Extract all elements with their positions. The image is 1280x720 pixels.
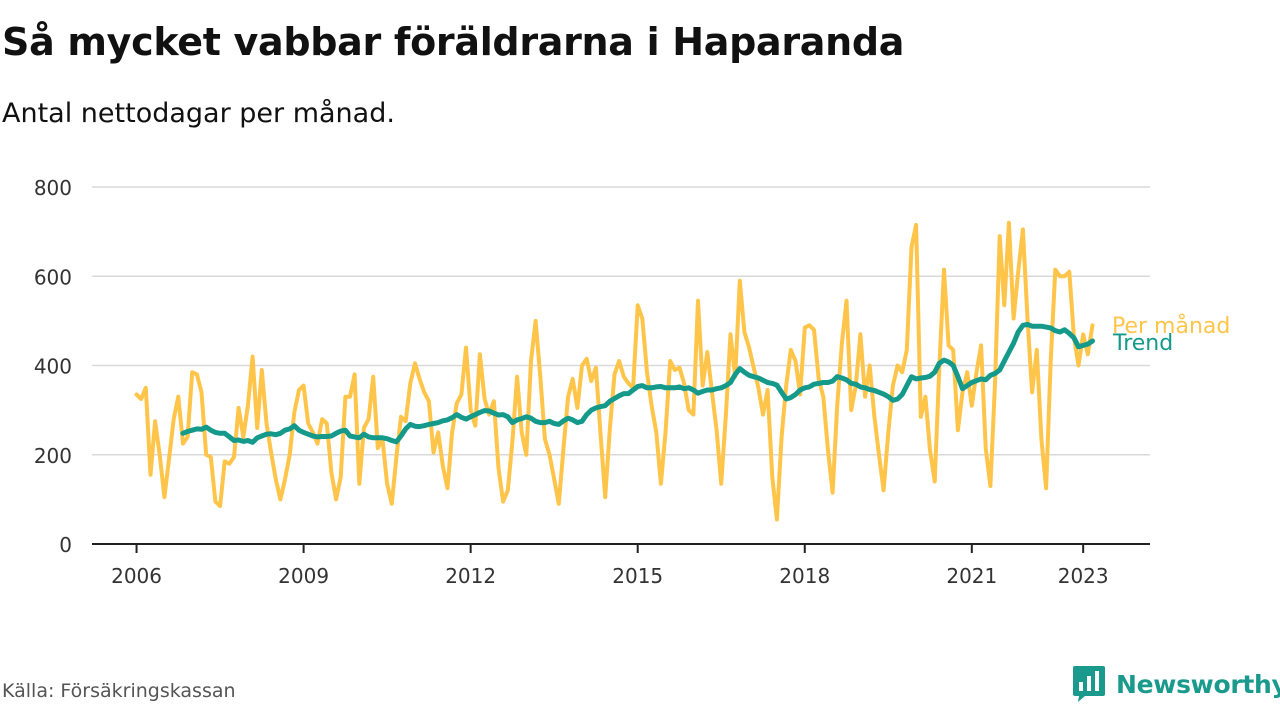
x-tick-label: 2021 bbox=[946, 564, 997, 588]
y-tick-label: 400 bbox=[34, 355, 72, 379]
y-tick-label: 0 bbox=[59, 533, 72, 557]
monthly-series-line bbox=[134, 220, 1095, 522]
x-axis: 2006 2009 2012 2015 2018 2021 2023 bbox=[92, 543, 1150, 588]
x-tick-label: 2023 bbox=[1058, 564, 1109, 588]
y-tick-label: 800 bbox=[34, 176, 72, 200]
y-tick-label: 200 bbox=[34, 444, 72, 468]
source-note: Källa: Försäkringskassan bbox=[2, 680, 236, 702]
y-axis-tick-labels: 0 200 400 600 800 bbox=[34, 176, 72, 557]
x-tick-label: 2015 bbox=[612, 564, 663, 588]
monthly-series-label: Per månad bbox=[1112, 313, 1230, 339]
trend-series-line bbox=[180, 321, 1095, 445]
trend-series-label: Trend bbox=[1112, 331, 1173, 356]
grid-lines bbox=[92, 186, 1150, 456]
x-tick-label: 2006 bbox=[111, 564, 162, 588]
brand-name: Newsworthy bbox=[1116, 669, 1280, 699]
x-tick-label: 2012 bbox=[445, 564, 496, 588]
y-tick-label: 600 bbox=[34, 265, 72, 289]
chart-subtitle: Antal nettodagar per månad. bbox=[2, 98, 395, 129]
chart-title: Så mycket vabbar föräldrarna i Haparanda bbox=[2, 20, 905, 64]
x-tick-label: 2009 bbox=[278, 564, 329, 588]
brand-logo[interactable]: Newsworthy bbox=[1072, 664, 1280, 704]
bar-chart-speech-bubble-icon bbox=[1073, 666, 1105, 702]
x-tick-label: 2018 bbox=[779, 564, 830, 588]
series-lines bbox=[134, 220, 1095, 522]
